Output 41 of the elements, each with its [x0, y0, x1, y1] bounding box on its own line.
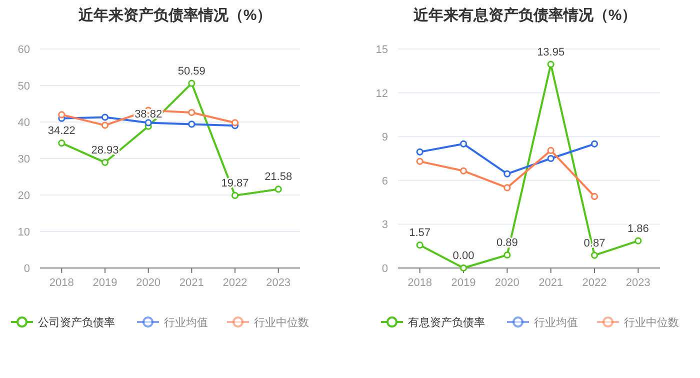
y-tick-label: 3	[382, 219, 388, 232]
data-label: 21.58	[264, 171, 292, 184]
x-tick-label: 2018	[49, 277, 74, 289]
data-label: 50.59	[178, 65, 206, 78]
chart-title: 近年来有息资产负债率情况（%）	[412, 6, 637, 24]
legend-label: 行业中位数	[254, 316, 309, 329]
chart-title: 近年来资产负债率情况（%）	[77, 6, 272, 24]
x-tick-label: 2022	[222, 277, 248, 289]
data-label: 34.22	[48, 125, 76, 138]
x-tick-label: 2022	[582, 277, 607, 289]
y-tick-label: 50	[18, 80, 30, 92]
y-tick-label: 10	[18, 226, 30, 238]
data-label: 1.57	[409, 227, 431, 240]
y-tick-label: 40	[18, 117, 30, 129]
legend-label: 行业中位数	[624, 316, 679, 329]
x-tick-label: 2023	[266, 277, 291, 289]
x-tick-label: 2020	[494, 277, 520, 289]
x-tick-label: 2020	[136, 277, 161, 289]
data-label: 28.93	[91, 144, 119, 156]
y-tick-label: 9	[382, 132, 388, 144]
x-tick-label: 2021	[179, 277, 204, 289]
x-tick-label: 2021	[538, 277, 564, 289]
x-tick-label: 2018	[408, 277, 432, 289]
data-label: 13.95	[537, 46, 565, 58]
legend-label: 行业均值	[164, 316, 208, 329]
x-tick-label: 2023	[626, 277, 650, 289]
y-tick-label: 12	[376, 88, 388, 100]
legend-label: 有息资产负债率	[408, 316, 485, 329]
x-tick-label: 2019	[92, 277, 118, 289]
y-tick-label: 6	[382, 175, 388, 188]
legend-label: 公司资产负债率	[38, 316, 115, 329]
y-tick-label: 60	[18, 44, 30, 56]
y-tick-label: 0	[24, 263, 30, 275]
y-tick-label: 0	[382, 263, 388, 275]
y-tick-label: 30	[18, 154, 30, 166]
data-label: 0.00	[452, 250, 474, 262]
data-label: 1.86	[627, 222, 649, 235]
y-tick-label: 15	[376, 44, 388, 56]
legend-label: 行业均值	[534, 316, 578, 329]
y-tick-label: 20	[18, 190, 30, 202]
x-tick-label: 2019	[451, 277, 476, 289]
